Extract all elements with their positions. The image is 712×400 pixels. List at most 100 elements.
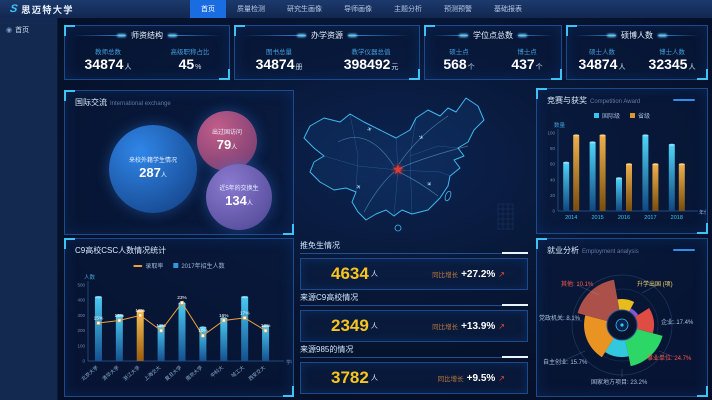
competition-title-en: Competition Award <box>590 99 641 105</box>
growth-arrow-icon: ↗ <box>498 321 505 331</box>
employment-callout: 其他: 10.1% <box>561 282 594 288</box>
svg-text:上海交大: 上海交大 <box>143 364 163 382</box>
logo[interactable]: S 思迈特大学 <box>0 3 190 16</box>
competition-chart: 数量年份 0 20 40 60 80 100 2014 2015 2016 2017 2018 <box>547 121 706 221</box>
home-icon: ◉ <box>6 27 13 34</box>
exchange-bubble-2[interactable]: 出过国访问 79人 <box>197 111 257 171</box>
growth-label: 同比增长 <box>437 375 464 383</box>
svg-text:人数: 人数 <box>84 273 96 281</box>
china-map[interactable]: ✈ ✈ ✈ ✈ ★ <box>298 86 534 238</box>
legend-item-bar[interactable]: 2017年招生人数 <box>173 261 225 270</box>
sidebar: ◉ 首页 <box>0 18 58 400</box>
kpi-panel-3: 学位点总数 硕士点 568个 博士点 437个 <box>424 25 562 80</box>
svg-text:2015: 2015 <box>591 215 603 221</box>
growth-value: +13.9% <box>461 320 496 332</box>
bubble-value-number: 79 <box>216 137 232 152</box>
china-outline <box>303 97 485 221</box>
kpi-stat-value: 568个 <box>443 56 474 76</box>
kpi-stat-label: 高级职称占比 <box>170 49 210 56</box>
c9-csc-panel: C9高校CSC人数情况统计 录取率 2017年招生人数 人数学校 0 100 200 30… <box>64 238 294 397</box>
svg-text:17%: 17% <box>240 310 250 316</box>
kpi-value-unit: 元 <box>391 64 399 71</box>
kpi-stat-value: 437个 <box>511 56 542 76</box>
stat-growth: 同比增长 +27.2% ↗ <box>432 269 505 280</box>
bar-swatch <box>173 263 179 268</box>
svg-text:12%: 12% <box>261 323 271 329</box>
nav-tab-4[interactable]: 导师画像 <box>344 6 372 13</box>
hainan-island <box>394 224 402 232</box>
growth-label: 同比增长 <box>432 271 459 279</box>
nav-tab-3[interactable]: 研究生画像 <box>287 6 322 13</box>
rose-slice-其他[interactable] <box>577 279 622 325</box>
legend-item-1[interactable]: 国际级 <box>593 111 620 120</box>
svg-text:80: 80 <box>550 146 556 151</box>
svg-text:100: 100 <box>77 343 85 348</box>
center-stat-1: 推免生情况 4634 人 同比增长 +27.2% ↗ <box>300 240 528 290</box>
kpi-stat-value: 45% <box>170 56 209 76</box>
legend-label: 国际级 <box>601 114 620 120</box>
employment-callout: 企业: 17.4% <box>661 320 694 326</box>
kpi-stat: 教学仪器总值 398492元 <box>344 46 399 76</box>
svg-text:23%: 23% <box>177 295 187 301</box>
exchange-bubble-1[interactable]: 来校外籍学生情况 287人 <box>109 125 197 213</box>
nav-tab-6[interactable]: 预测预警 <box>444 6 472 13</box>
nav-tab-2[interactable]: 质量检测 <box>237 6 265 13</box>
kpi-stat-label: 图书总量 <box>266 49 293 56</box>
legend-label: 2017年招生人数 <box>181 264 225 270</box>
bar-swatch <box>593 113 599 118</box>
kpi-title-text: 师资结构 <box>131 31 163 40</box>
nav-tab-7[interactable]: 基础报表 <box>494 6 522 13</box>
growth-label: 同比增长 <box>432 323 459 331</box>
stat-growth: 同比增长 +9.5% ↗ <box>438 373 505 384</box>
title-line-left <box>243 35 306 36</box>
international-exchange-panel: 国际交流 International exchange 来校外籍学生情况 287人出… <box>64 90 294 235</box>
china-map-panel: ✈ ✈ ✈ ✈ ★ <box>298 86 534 238</box>
bubble-label: 来校外籍学生情况 <box>128 158 177 164</box>
bubble-value-unit: 人 <box>231 145 238 151</box>
plane-icon: ✈ <box>355 183 363 192</box>
legend-item-line[interactable]: 录取率 <box>133 261 163 270</box>
nav-tab-5[interactable]: 主题分析 <box>394 6 422 13</box>
kpi-panel-2: 办学资源 图书总量 34874册 教学仪器总值 398492元 <box>234 25 420 80</box>
location-marker-star-icon: ★ <box>392 161 405 177</box>
nav-tab-1[interactable]: 首页 <box>190 0 226 18</box>
kpi-title: 师资结构 <box>73 30 221 41</box>
svg-text:0: 0 <box>82 359 85 364</box>
kpi-value-number: 45 <box>178 56 195 72</box>
stat-title: 推免生情况 <box>300 240 528 254</box>
kpi-value-number: 437 <box>511 56 535 72</box>
svg-text:2017: 2017 <box>644 215 656 221</box>
svg-text:0: 0 <box>552 209 555 214</box>
growth-value: +9.5% <box>466 372 496 384</box>
kpi-value-unit: 人 <box>688 64 696 71</box>
bubble-label: 出过国访问 <box>211 130 242 136</box>
kpi-stats: 教师总数 34874人 高级职称占比 45% <box>65 46 229 76</box>
kpi-value-number: 568 <box>443 56 467 72</box>
stat-unit: 人 <box>370 375 378 382</box>
stat-value: 2349 <box>331 316 369 335</box>
kpi-title: 办学资源 <box>243 30 411 41</box>
growth-arrow-icon: ↗ <box>498 373 505 383</box>
legend-label: 省级 <box>638 114 651 120</box>
intl-panel-title: 国际交流 International exchange <box>75 97 171 108</box>
title-line-left <box>433 35 468 36</box>
stat-growth: 同比增长 +13.9% ↗ <box>432 321 505 332</box>
kpi-value-number: 32345 <box>648 56 688 72</box>
intl-title-en: International exchange <box>110 101 171 107</box>
bubble-value: 79人 <box>217 137 237 152</box>
kpi-stat-value: 32345人 <box>649 56 696 76</box>
svg-text:15%: 15% <box>94 316 104 322</box>
line-swatch <box>133 264 143 267</box>
bubble-value: 287人 <box>139 165 167 180</box>
title-line-right <box>518 35 553 36</box>
legend-item-2[interactable]: 省级 <box>630 111 650 120</box>
kpi-value-unit: 册 <box>295 64 303 71</box>
exchange-bubble-3[interactable]: 近5年的交换生 134人 <box>206 164 272 230</box>
sidebar-item-home[interactable]: ◉ 首页 <box>0 18 57 42</box>
kpi-stat-value: 34874人 <box>85 56 132 76</box>
kpi-stats: 硕士人数 34874人 博士人数 32345人 <box>567 46 707 76</box>
growth-arrow-icon: ↗ <box>498 269 505 279</box>
svg-text:2016: 2016 <box>618 215 630 221</box>
